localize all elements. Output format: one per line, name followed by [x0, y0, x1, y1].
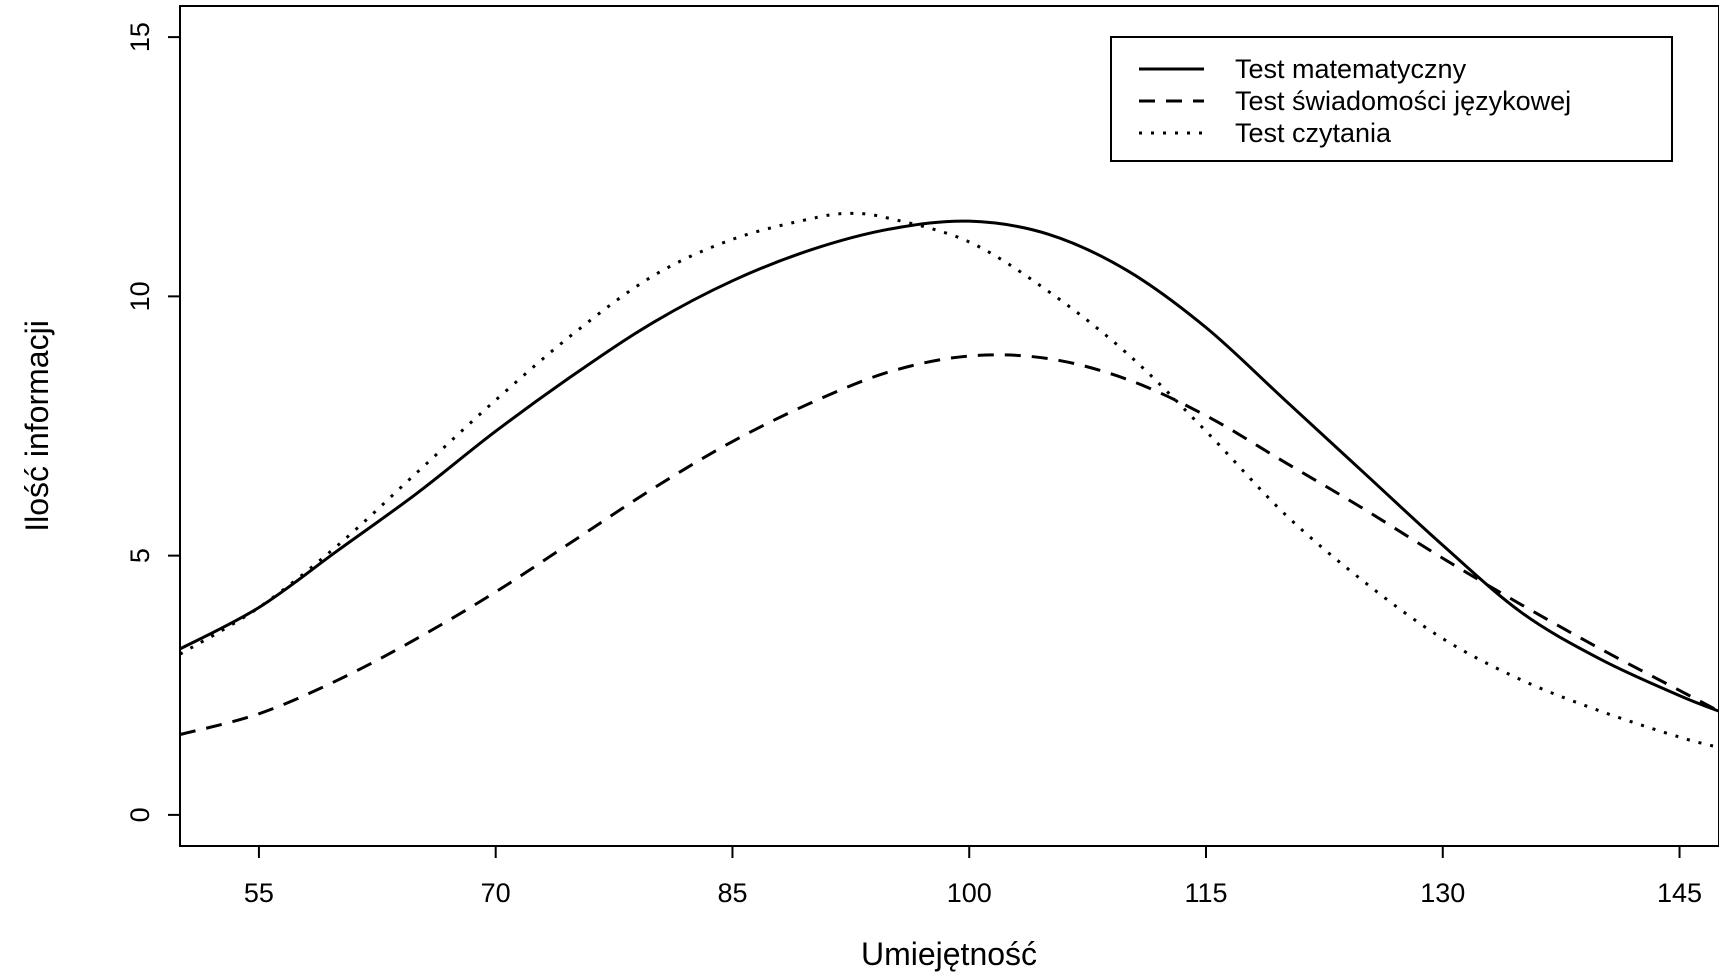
y-axis: 0 5 10 15 [125, 22, 180, 822]
legend-box [1110, 36, 1673, 162]
x-axis: 55 70 85 100 115 130 145 [244, 846, 1702, 908]
x-tick-label: 130 [1420, 878, 1465, 908]
x-tick-label: 85 [717, 878, 747, 908]
legend-label: Test matematyczny [1235, 54, 1467, 84]
legend-label: Test czytania [1235, 118, 1392, 148]
x-axis-label: Umiejętność [861, 936, 1037, 972]
y-tick-label: 5 [125, 548, 155, 563]
legend-label: Test świadomości językowej [1235, 86, 1571, 116]
x-tick-label: 100 [947, 878, 992, 908]
series-line-3 [180, 211, 1719, 749]
series-lines [180, 211, 1719, 749]
series-line-2 [180, 353, 1719, 736]
x-tick-label: 115 [1184, 878, 1227, 908]
y-tick-label: 0 [125, 807, 155, 822]
x-tick-label: 55 [244, 878, 274, 908]
plot-frame [179, 5, 1719, 847]
x-tick-label: 145 [1657, 878, 1702, 908]
x-tick-label: 70 [481, 878, 511, 908]
y-axis-label: Ilość informacji [19, 320, 55, 532]
series-line-1 [180, 219, 1719, 713]
y-tick-label: 10 [125, 281, 155, 311]
y-tick-label: 15 [125, 22, 155, 52]
